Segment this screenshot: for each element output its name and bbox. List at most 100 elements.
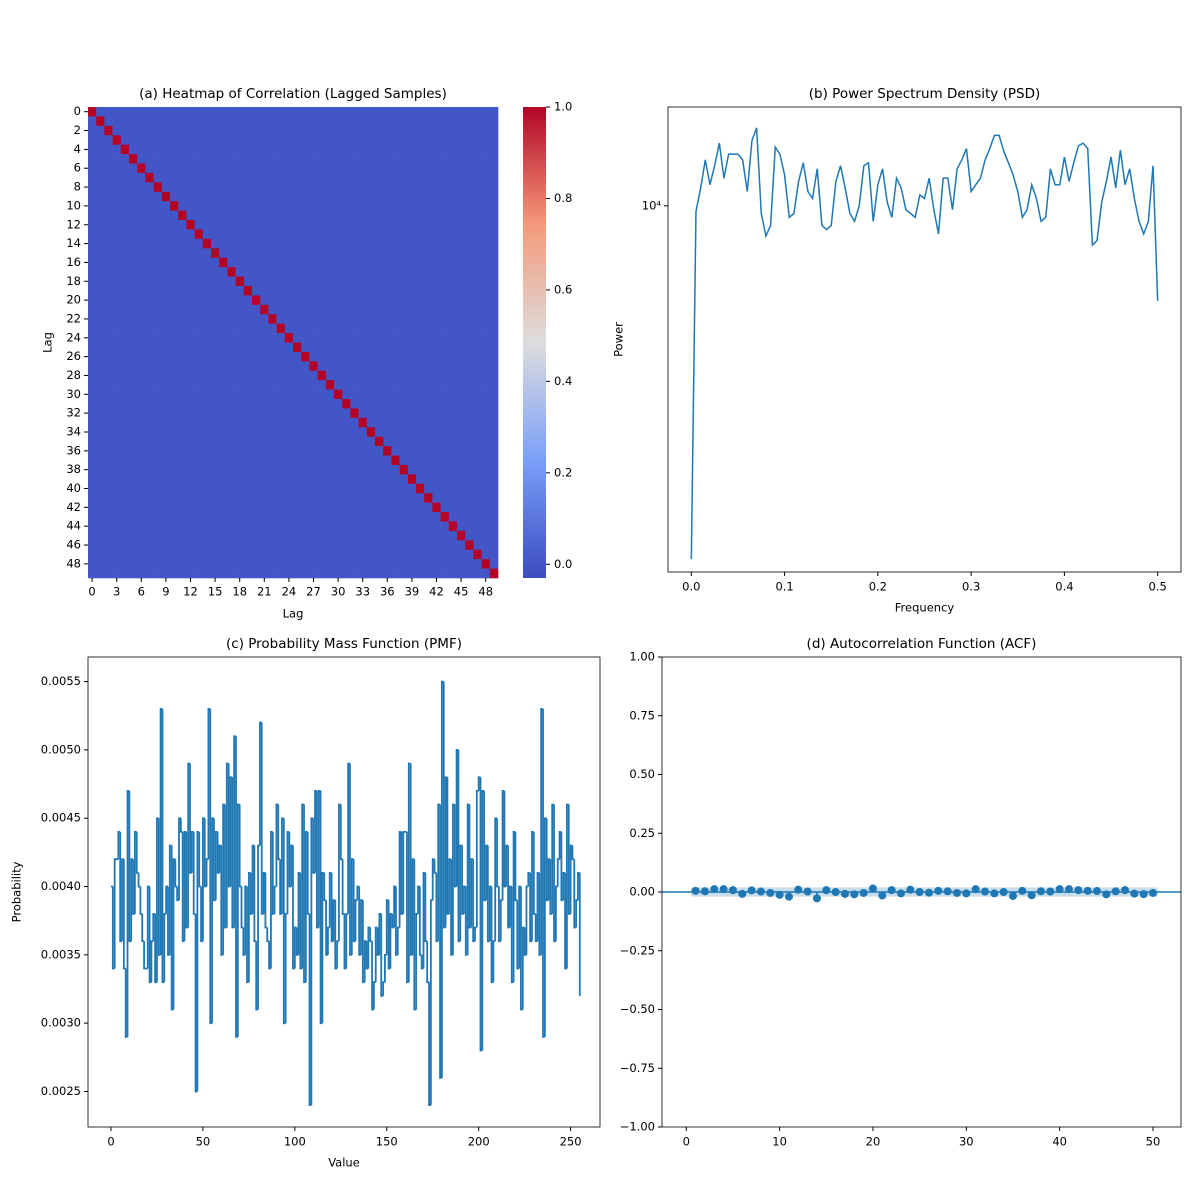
heatmap-cell: [309, 464, 318, 475]
heatmap-cell: [407, 512, 417, 522]
heatmap-cell: [457, 540, 466, 551]
heatmap-cell: [137, 568, 146, 579]
heatmap-cell: [309, 530, 318, 541]
heatmap-cell: [219, 427, 228, 437]
heatmap-cell: [448, 295, 458, 306]
heatmap-cell: [366, 154, 376, 164]
heatmap-cell: [416, 408, 425, 419]
heatmap-cell: [284, 427, 294, 437]
heatmap-cell: [473, 399, 482, 409]
heatmap-cell: [104, 172, 113, 183]
heatmap-cell: [416, 135, 425, 145]
heatmap-cell: [202, 568, 212, 579]
heatmap-cell: [170, 116, 179, 127]
heatmap-cell: [416, 172, 425, 183]
heatmap-cell: [219, 455, 228, 466]
heatmap-cell: [194, 464, 204, 475]
heatmap-cell: [284, 285, 294, 296]
heatmap-cell: [350, 399, 359, 409]
heatmap-cell: [391, 380, 400, 390]
heatmap-cell: [153, 559, 163, 569]
heatmap-cell: [416, 436, 425, 447]
heatmap-cell: [88, 530, 97, 541]
heatmap-cell: [399, 285, 409, 296]
heatmap-cell: [194, 408, 204, 419]
heatmap-cell: [342, 502, 351, 513]
heatmap-cell: [96, 314, 105, 324]
heatmap-cell: [243, 342, 253, 353]
heatmap-cell: [334, 285, 343, 296]
heatmap-cell: [440, 295, 450, 306]
heatmap-cell: [112, 220, 122, 230]
heatmap-cell: [301, 163, 310, 174]
heatmap-cell: [473, 248, 482, 259]
heatmap-cell: [325, 399, 335, 409]
heatmap-cell: [342, 304, 351, 315]
heatmap-cell: [383, 182, 392, 193]
heatmap-cell: [178, 257, 187, 268]
heatmap-cell: [112, 333, 122, 343]
heatmap-cell: [137, 304, 146, 315]
heatmap-cell: [317, 474, 327, 485]
heatmap-cell: [301, 125, 310, 136]
heatmap-cell: [481, 229, 491, 240]
heatmap-cell: [358, 201, 368, 211]
heatmap-cell: [194, 125, 204, 136]
heatmap-cell: [284, 220, 294, 230]
heatmap-cell: [268, 191, 277, 202]
heatmap-cell: [457, 559, 466, 569]
heatmap-cell: [432, 530, 441, 541]
heatmap-cell: [276, 285, 286, 296]
heatmap-cell: [440, 342, 450, 353]
heatmap-cell: [178, 304, 187, 315]
heatmap-cell: [325, 248, 335, 259]
heatmap-cell: [383, 361, 392, 372]
heatmap-cell: [219, 304, 228, 315]
heatmap-cell: [88, 125, 97, 136]
heatmap-cell: [465, 427, 474, 437]
heatmap-cell: [137, 483, 146, 494]
heatmap-cell: [276, 559, 286, 569]
heatmap-cell: [473, 521, 482, 532]
heatmap-cell: [161, 135, 171, 145]
heatmap-cell: [317, 361, 327, 372]
heatmap-cell: [88, 144, 97, 155]
heatmap-cell: [293, 323, 302, 334]
heatmap-cell: [153, 370, 163, 381]
heatmap-cell: [416, 474, 425, 485]
heatmap-cell: [153, 568, 163, 579]
heatmap-cell: [129, 559, 138, 569]
heatmap-cell: [325, 389, 335, 400]
heatmap-cell: [481, 323, 491, 334]
heatmap-cell: [145, 182, 154, 193]
heatmap-cell: [424, 464, 433, 475]
heatmap-cell: [301, 323, 310, 334]
heatmap-cell: [391, 493, 400, 503]
heatmap-cell: [334, 304, 343, 315]
heatmap-cell: [366, 191, 376, 202]
heatmap-cell: [161, 512, 171, 522]
heatmap-cell: [473, 389, 482, 400]
heatmap-cell: [202, 351, 212, 362]
heatmap-cell: [407, 549, 417, 560]
heatmap-cell: [366, 512, 376, 522]
heatmap-cell: [358, 417, 368, 428]
heatmap-cell: [202, 220, 212, 230]
psd-line: [690, 127, 1159, 560]
heatmap-cell: [276, 549, 286, 560]
heatmap-cell: [88, 201, 97, 211]
heatmap-cell: [448, 135, 458, 145]
heatmap-cell: [473, 125, 482, 136]
heatmap-cell: [366, 549, 376, 560]
heatmap-cell: [145, 549, 154, 560]
heatmap-cell: [465, 229, 474, 240]
heatmap-cell: [342, 154, 351, 164]
heatmap-cell: [293, 521, 302, 532]
heatmap-cell: [268, 304, 277, 315]
heatmap-cell: [202, 163, 212, 174]
heatmap-cell: [186, 154, 195, 164]
heatmap-cell: [235, 417, 245, 428]
heatmap-cell: [260, 540, 269, 551]
heatmap-cell: [481, 427, 491, 437]
heatmap-cell: [235, 370, 245, 381]
